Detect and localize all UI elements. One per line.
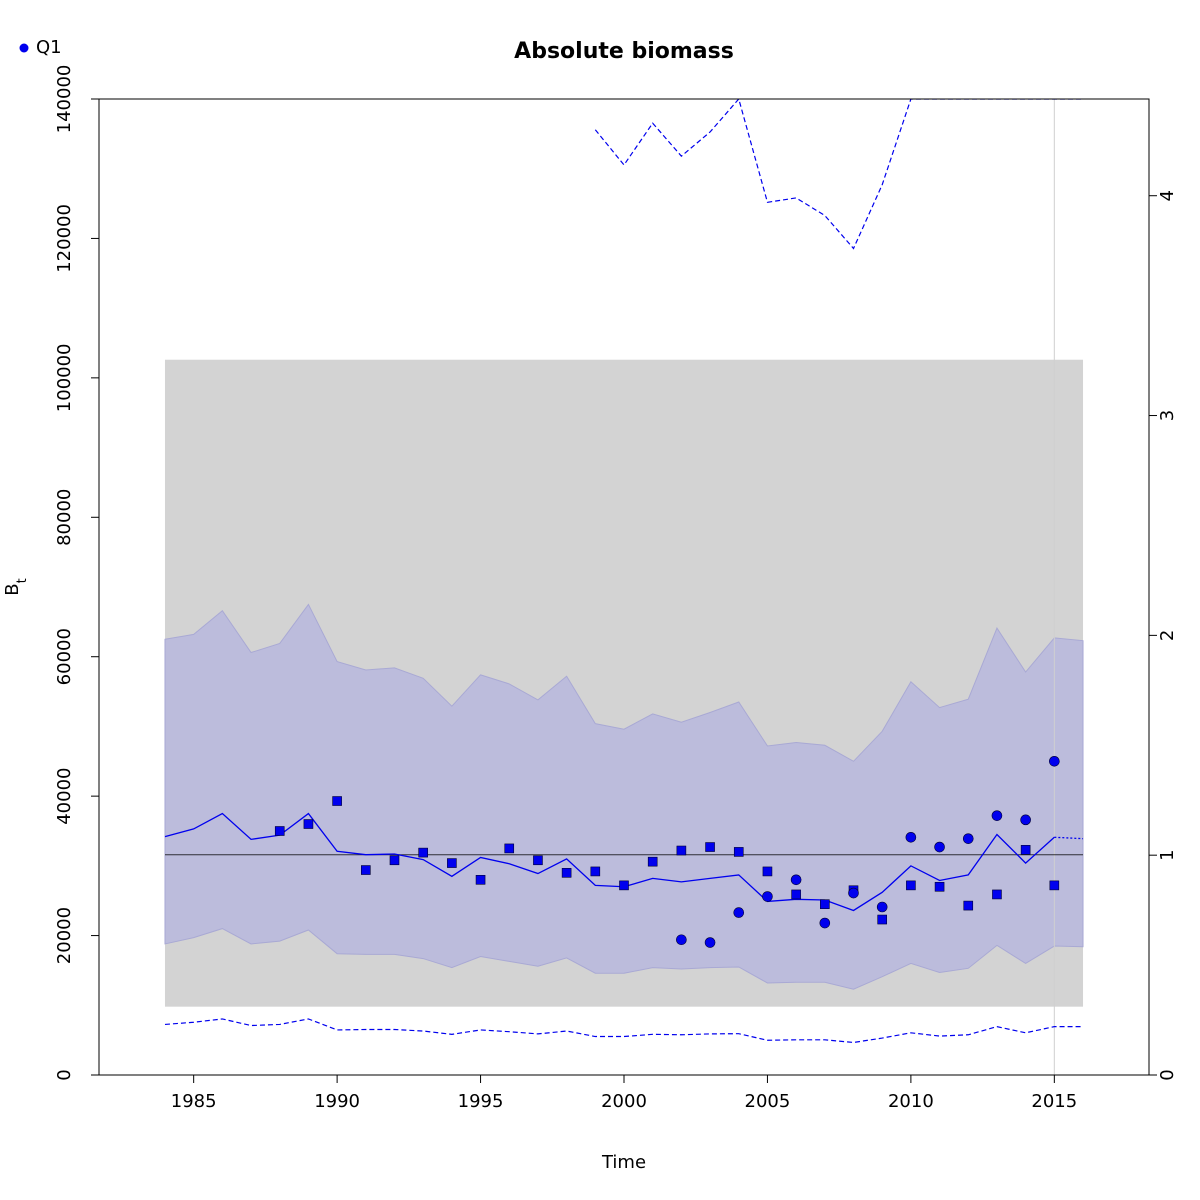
y2-tick-label: 3 (1157, 410, 1178, 421)
square-point (303, 819, 314, 829)
legend-label-q1: Q1 (36, 37, 62, 58)
q1-point (962, 833, 974, 844)
square-point (504, 843, 515, 854)
x-tick-label: 2005 (745, 1091, 791, 1112)
y-tick-label: 140000 (54, 65, 75, 134)
plot-area (164, 99, 1084, 1075)
q1-point (676, 934, 687, 946)
upper-dashed-line (594, 99, 1084, 250)
x-tick-label: 1995 (458, 1091, 504, 1112)
square-point (647, 856, 658, 867)
x-tick-label: 2015 (1031, 1091, 1077, 1112)
square-point (361, 865, 371, 875)
x-tick-label: 2000 (601, 1091, 647, 1112)
q1-point (704, 937, 716, 948)
y-tick-label: 20000 (54, 907, 75, 964)
q1-point (1049, 755, 1060, 767)
y-tick-label: 100000 (54, 343, 75, 412)
q1-point (991, 810, 1003, 821)
square-point (1020, 845, 1031, 855)
square-point (733, 847, 744, 857)
y-tick-label: 0 (54, 1069, 75, 1080)
square-point (963, 900, 974, 911)
q1-point (733, 907, 745, 918)
y-tick-label: 80000 (54, 489, 75, 546)
square-point (418, 847, 428, 858)
x-tick-label: 1985 (171, 1091, 217, 1112)
square-point (1049, 880, 1060, 891)
square-point (820, 899, 830, 910)
square-point (332, 796, 342, 806)
plot-contents (164, 99, 1084, 1075)
square-point (934, 881, 945, 892)
x-axis-title: Time (601, 1152, 646, 1173)
square-point (475, 874, 486, 885)
lower-dashed-line (164, 1018, 1084, 1044)
q1-point (1020, 814, 1031, 826)
q1-point (876, 901, 888, 913)
square-point (447, 858, 457, 868)
estimate-forecast-line (1054, 836, 1084, 840)
square-point (619, 880, 629, 891)
q1-point (905, 831, 917, 843)
square-point (992, 889, 1002, 900)
square-point (274, 826, 285, 836)
y2-tick-label: 2 (1157, 630, 1178, 641)
y-tick-label: 40000 (54, 768, 75, 825)
square-point (533, 855, 543, 866)
square-point (561, 868, 572, 878)
square-point (389, 855, 400, 866)
q1-point (848, 887, 859, 899)
y-axis-title: Bt (2, 578, 30, 595)
q1-point (819, 917, 831, 929)
square-point (791, 889, 801, 900)
x-tick-label: 1990 (314, 1091, 360, 1112)
y2-tick-label: 0 (1157, 1069, 1178, 1080)
chart-title: Absolute biomass (514, 39, 734, 64)
y2-tick-label: 1 (1157, 849, 1178, 860)
square-point (877, 914, 887, 925)
legend-marker-q1 (19, 43, 29, 53)
y2-tick-label: 4 (1157, 190, 1178, 201)
y-tick-label: 60000 (54, 628, 75, 685)
square-point (906, 880, 916, 891)
square-point (676, 845, 687, 856)
square-point (705, 842, 715, 852)
x-tick-label: 2010 (888, 1091, 934, 1112)
y-tick-label: 120000 (54, 204, 75, 273)
axes: 1985 1990 1995 2000 2005 2010 2015 0 20000 40000 6… (54, 65, 1178, 1112)
q1-point (790, 874, 802, 886)
q1-point (934, 841, 945, 853)
square-point (762, 866, 773, 877)
square-point (590, 866, 601, 877)
q1-point (762, 891, 773, 902)
legend: Q1 (19, 37, 62, 58)
